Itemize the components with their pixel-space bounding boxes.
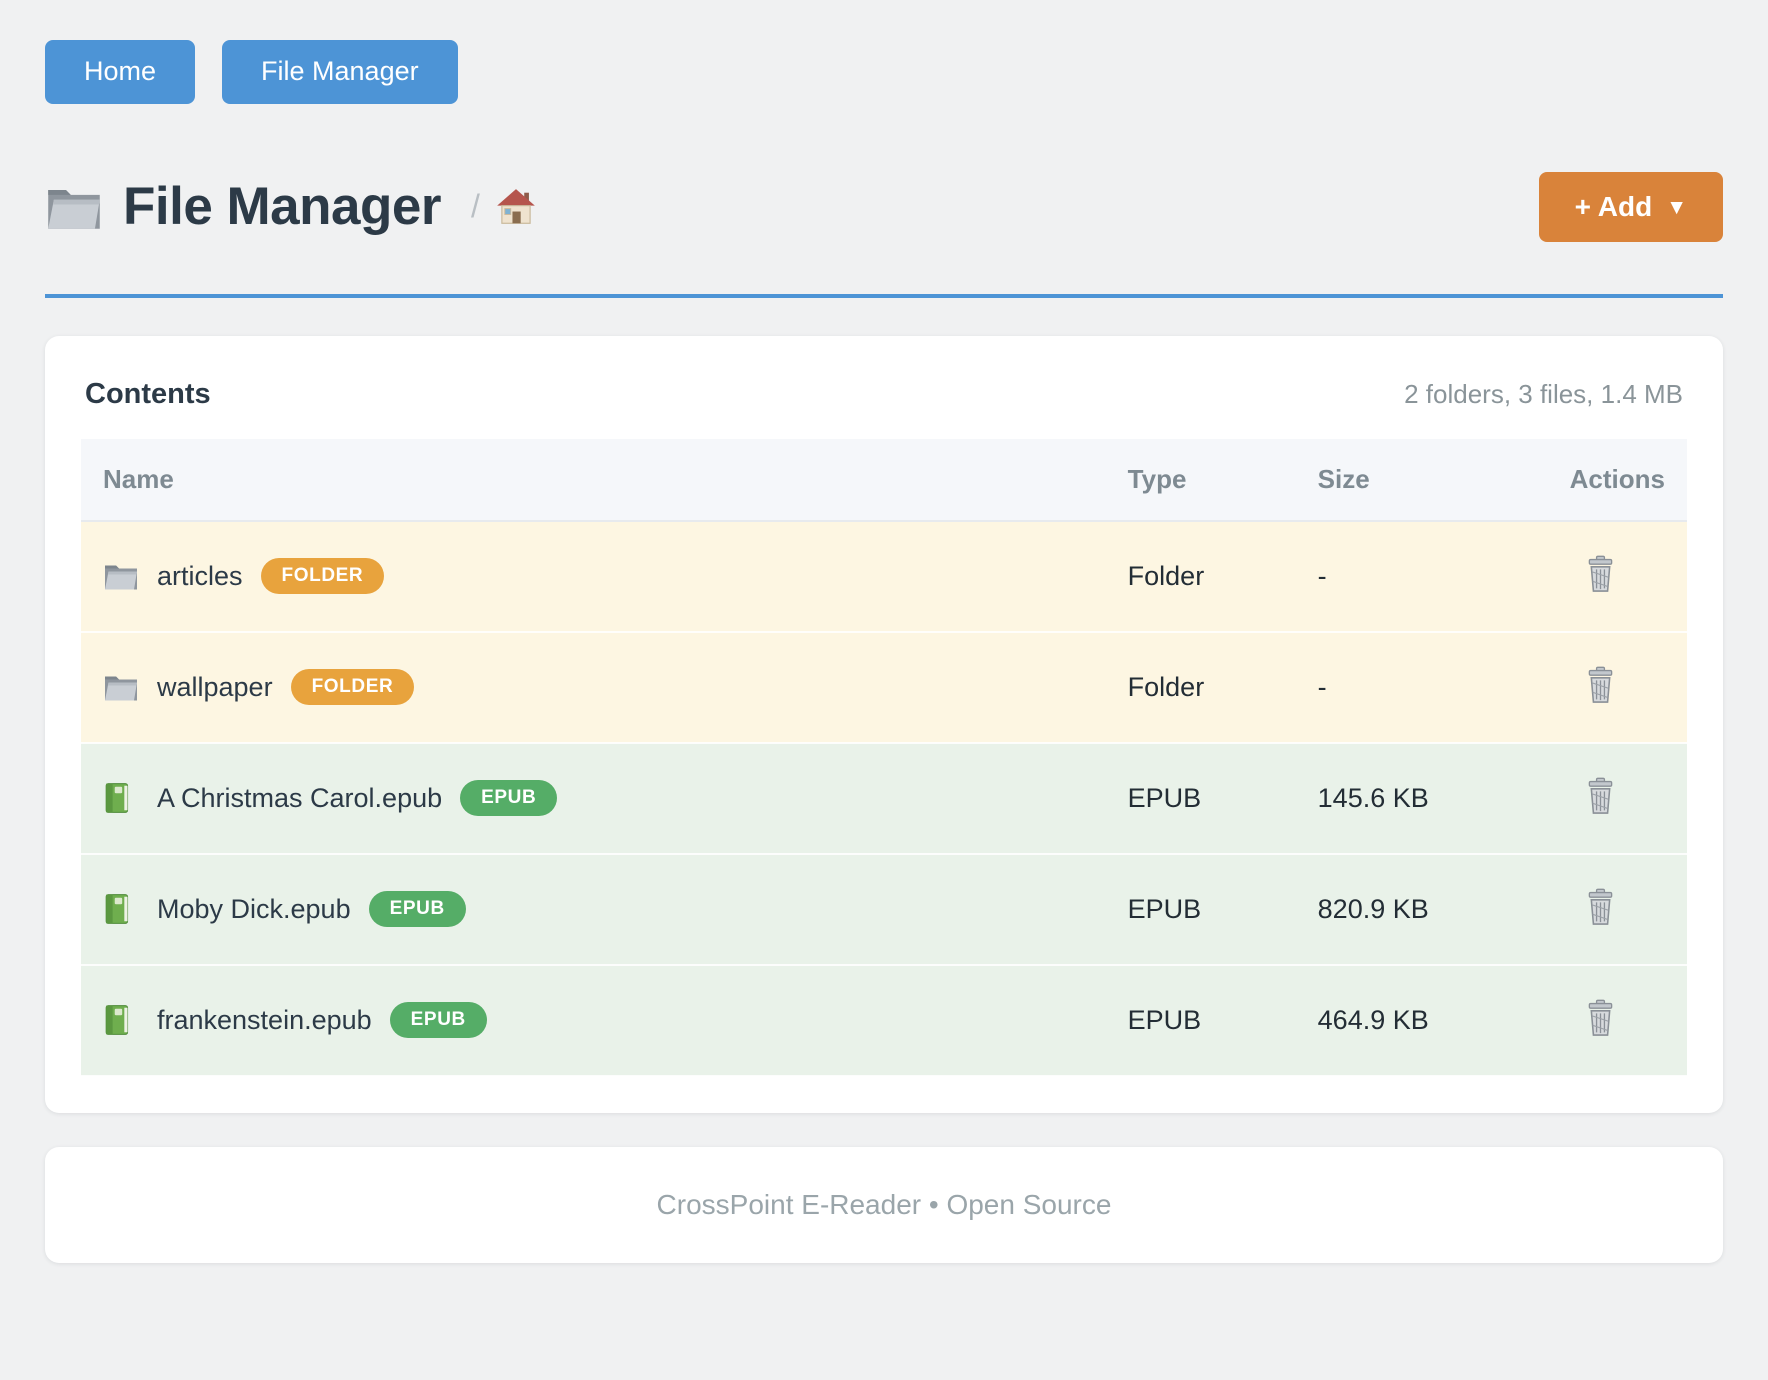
name-cell: A Christmas Carol.epub EPUB	[81, 742, 1106, 855]
breadcrumb-separator: /	[470, 188, 480, 225]
trash-icon	[1584, 777, 1617, 815]
page-title: File Manager	[123, 177, 441, 237]
file-table: Name Type Size Actions articles FOLDER	[81, 438, 1687, 1077]
book-icon	[103, 1004, 139, 1036]
actions-cell	[1547, 631, 1687, 744]
type-badge: EPUB	[368, 891, 466, 928]
footer-text: CrossPoint E-Reader • Open Source	[656, 1188, 1112, 1220]
book-icon	[103, 782, 139, 814]
delete-button[interactable]	[1582, 886, 1619, 928]
page-header: File Manager / + Add ▼	[45, 171, 1723, 242]
type-cell: EPUB	[1105, 964, 1296, 1077]
trash-icon	[1584, 999, 1617, 1037]
table-row: Moby Dick.epub EPUB EPUB 820.9 KB	[81, 853, 1687, 966]
card-title: Contents	[85, 377, 211, 410]
actions-cell	[1547, 964, 1687, 1077]
file-table-header: Name Type Size Actions	[81, 438, 1687, 522]
folder-icon	[45, 182, 103, 232]
name-cell: articles FOLDER	[81, 520, 1106, 633]
book-icon	[103, 893, 139, 925]
column-header-size: Size	[1295, 438, 1548, 522]
table-row: frankenstein.epub EPUB EPUB 464.9 KB	[81, 964, 1687, 1077]
actions-cell	[1547, 742, 1687, 855]
size-cell: 820.9 KB	[1295, 853, 1548, 966]
column-header-actions: Actions	[1547, 438, 1687, 522]
type-badge: FOLDER	[290, 669, 415, 706]
trash-icon	[1584, 666, 1617, 704]
top-nav: Home File Manager	[45, 40, 1723, 104]
delete-button[interactable]	[1582, 664, 1619, 706]
table-row: A Christmas Carol.epub EPUB EPUB 145.6 K…	[81, 742, 1687, 855]
size-cell: 145.6 KB	[1295, 742, 1548, 855]
trash-icon	[1584, 555, 1617, 593]
file-name-link[interactable]: wallpaper	[157, 671, 273, 702]
size-cell: 464.9 KB	[1295, 964, 1548, 1077]
file-manager-nav-button[interactable]: File Manager	[222, 40, 458, 104]
header-divider	[45, 293, 1723, 298]
file-name-link[interactable]: articles	[157, 560, 243, 591]
file-name-link[interactable]: Moby Dick.epub	[157, 893, 351, 924]
column-header-name: Name	[81, 438, 1106, 522]
table-row: articles FOLDER Folder -	[81, 520, 1687, 633]
delete-button[interactable]	[1582, 553, 1619, 595]
size-cell: -	[1295, 520, 1548, 633]
type-cell: EPUB	[1105, 742, 1296, 855]
type-cell: Folder	[1105, 631, 1296, 744]
footer: CrossPoint E-Reader • Open Source	[45, 1146, 1723, 1263]
chevron-down-icon: ▼	[1666, 195, 1687, 219]
actions-cell	[1547, 853, 1687, 966]
contents-summary: 2 folders, 3 files, 1.4 MB	[1404, 378, 1683, 409]
trash-icon	[1584, 888, 1617, 926]
delete-button[interactable]	[1582, 997, 1619, 1039]
delete-button[interactable]	[1582, 775, 1619, 817]
contents-card: Contents 2 folders, 3 files, 1.4 MB Name…	[45, 335, 1723, 1113]
type-cell: EPUB	[1105, 853, 1296, 966]
file-table-body: articles FOLDER Folder -	[81, 520, 1687, 1077]
folder-icon	[103, 671, 139, 703]
type-badge: FOLDER	[260, 558, 385, 595]
type-badge: EPUB	[460, 780, 558, 817]
table-row: wallpaper FOLDER Folder -	[81, 631, 1687, 744]
size-cell: -	[1295, 631, 1548, 744]
house-icon[interactable]	[496, 188, 536, 226]
card-header: Contents 2 folders, 3 files, 1.4 MB	[81, 372, 1687, 439]
name-cell: Moby Dick.epub EPUB	[81, 853, 1106, 966]
add-button[interactable]: + Add ▼	[1538, 171, 1723, 242]
file-name-link[interactable]: frankenstein.epub	[157, 1004, 372, 1035]
home-nav-button[interactable]: Home	[45, 40, 196, 104]
name-cell: wallpaper FOLDER	[81, 631, 1106, 744]
type-cell: Folder	[1105, 520, 1296, 633]
add-button-label: + Add	[1574, 190, 1653, 222]
column-header-type: Type	[1105, 438, 1296, 522]
page: Home File Manager File Manager / + Add ▼	[45, 40, 1723, 1263]
name-cell: frankenstein.epub EPUB	[81, 964, 1106, 1077]
folder-icon	[103, 560, 139, 592]
type-badge: EPUB	[389, 1002, 487, 1039]
file-name-link[interactable]: A Christmas Carol.epub	[157, 782, 443, 813]
actions-cell	[1547, 520, 1687, 633]
